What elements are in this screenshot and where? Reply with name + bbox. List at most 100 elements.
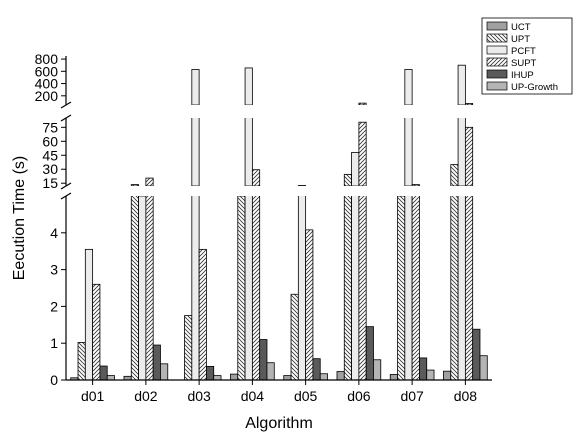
bar-upt-d06 — [343, 173, 352, 186]
bar-uct-d05 — [283, 375, 292, 380]
bar-up-growth-d04 — [266, 362, 275, 380]
bar-ihup-d01 — [99, 365, 108, 380]
x-tick-label-d05: d05 — [294, 388, 318, 404]
bar-upt-d07 — [397, 196, 406, 380]
bar-upt-d06 — [343, 196, 352, 380]
bar-pcft-d02 — [138, 196, 147, 380]
legend-swatch-ihup — [486, 69, 508, 79]
legend-swatch-uct — [486, 21, 508, 31]
bar-up-growth-d08 — [479, 355, 488, 380]
x-tick-label-d03: d03 — [187, 388, 211, 404]
bar-pcft-d06 — [351, 152, 360, 186]
bar-up-growth-d01 — [106, 375, 115, 380]
bar-ihup-d02 — [152, 344, 161, 380]
bar-supt-d08 — [464, 126, 474, 186]
bar-pcft-d01 — [84, 248, 94, 380]
bar-supt-d06 — [358, 196, 367, 380]
bar-up-growth-d07 — [426, 369, 435, 380]
y-tick-label: 0 — [50, 372, 58, 388]
bar-pcft-d07 — [404, 69, 413, 105]
y-tick-label: 3 — [50, 262, 58, 278]
x-tick-label-d07: d07 — [400, 388, 424, 404]
x-tick-label-d02: d02 — [134, 388, 158, 404]
y-tick-label: 45 — [42, 147, 58, 163]
bar-supt-d03 — [198, 248, 207, 380]
bar-upt-d02 — [130, 196, 139, 380]
bar-pcft-d05 — [297, 196, 307, 380]
y-tick-label: 200 — [35, 88, 59, 104]
y-tick-label: 1 — [50, 335, 58, 351]
bar-upt-d04 — [237, 196, 246, 380]
bar-ihup-d07 — [419, 357, 428, 380]
legend-label-up-growth: UP-Growth — [511, 82, 558, 93]
bar-pcft-d03 — [191, 69, 200, 105]
bars-lower-segment — [70, 196, 488, 380]
bar-upt-d01 — [77, 342, 86, 380]
y-tick-label: 30 — [42, 161, 58, 177]
bar-pcft-d03 — [191, 118, 200, 186]
bar-uct-d04 — [230, 373, 239, 380]
legend-label-uct: UCT — [511, 22, 531, 33]
y-tick-label: 800 — [35, 51, 59, 67]
bar-supt-d07 — [411, 196, 420, 380]
bar-ihup-d08 — [472, 328, 481, 380]
legend-swatch-up-growth — [486, 81, 508, 91]
x-tick-label-d06: d06 — [347, 388, 371, 404]
bar-upt-d03 — [184, 315, 193, 380]
legend-label-upt: UPT — [511, 34, 530, 45]
bar-supt-d04 — [251, 169, 261, 186]
bar-supt-d08 — [464, 196, 474, 380]
break-gap — [64, 186, 494, 196]
legend-swatch-pcft — [486, 45, 508, 55]
bar-supt-d01 — [92, 283, 101, 380]
y-tick-label: 400 — [35, 76, 59, 92]
bar-up-growth-d05 — [319, 373, 328, 380]
bar-ihup-d03 — [206, 365, 215, 380]
legend-label-supt: SUPT — [511, 58, 537, 69]
x-tick-label-d01: d01 — [81, 388, 105, 404]
break-gap — [64, 105, 494, 118]
bar-supt-d06 — [358, 121, 367, 186]
axis-break-mark — [60, 101, 72, 109]
bar-up-growth-d03 — [213, 375, 222, 380]
x-axis-title: Algorithm — [245, 415, 313, 432]
bar-up-growth-d02 — [160, 363, 169, 380]
legend-swatch-upt — [486, 33, 508, 43]
x-tick-label-d08: d08 — [454, 388, 478, 404]
axis-break-mark — [60, 182, 72, 190]
x-axis-ticks: d01 d02 d03 d04 d05 d06 d07 d08 — [81, 380, 477, 404]
bar-pcft-d04 — [244, 67, 253, 105]
axis-break-mark — [60, 192, 72, 200]
y-tick-label: 75 — [42, 119, 58, 135]
bar-supt-d04 — [251, 196, 261, 380]
legend-box — [481, 17, 573, 95]
bar-supt-d06 — [358, 102, 367, 105]
y-tick-label: 4 — [50, 225, 58, 241]
bar-upt-d02 — [130, 184, 139, 186]
bar-pcft-d08 — [457, 64, 466, 105]
legend-label-ihup: IHUP — [511, 70, 534, 81]
bar-pcft-d08 — [457, 196, 466, 380]
bar-supt-d05 — [305, 229, 314, 380]
y-axis-title: Eecution Time (s) — [11, 156, 28, 280]
bar-pcft-d07 — [404, 118, 413, 186]
bar-uct-d08 — [443, 370, 452, 380]
bar-supt-d02 — [145, 177, 154, 186]
bar-ihup-d06 — [365, 326, 374, 380]
y-tick-label: 2 — [50, 298, 58, 314]
y-tick-label: 600 — [35, 63, 59, 79]
axis-break-gaps — [64, 105, 494, 196]
bar-upt-d08 — [450, 164, 459, 186]
bar-pcft-d07 — [404, 196, 413, 380]
bars-upper-segment — [191, 64, 474, 105]
bar-supt-d08 — [464, 103, 474, 105]
bar-pcft-d08 — [457, 118, 466, 186]
legend-swatch-supt — [486, 57, 508, 67]
legend-label-pcft: PCFT — [511, 46, 536, 57]
bar-pcft-d06 — [351, 196, 360, 380]
bar-upt-d08 — [450, 196, 459, 380]
axes — [60, 56, 492, 381]
